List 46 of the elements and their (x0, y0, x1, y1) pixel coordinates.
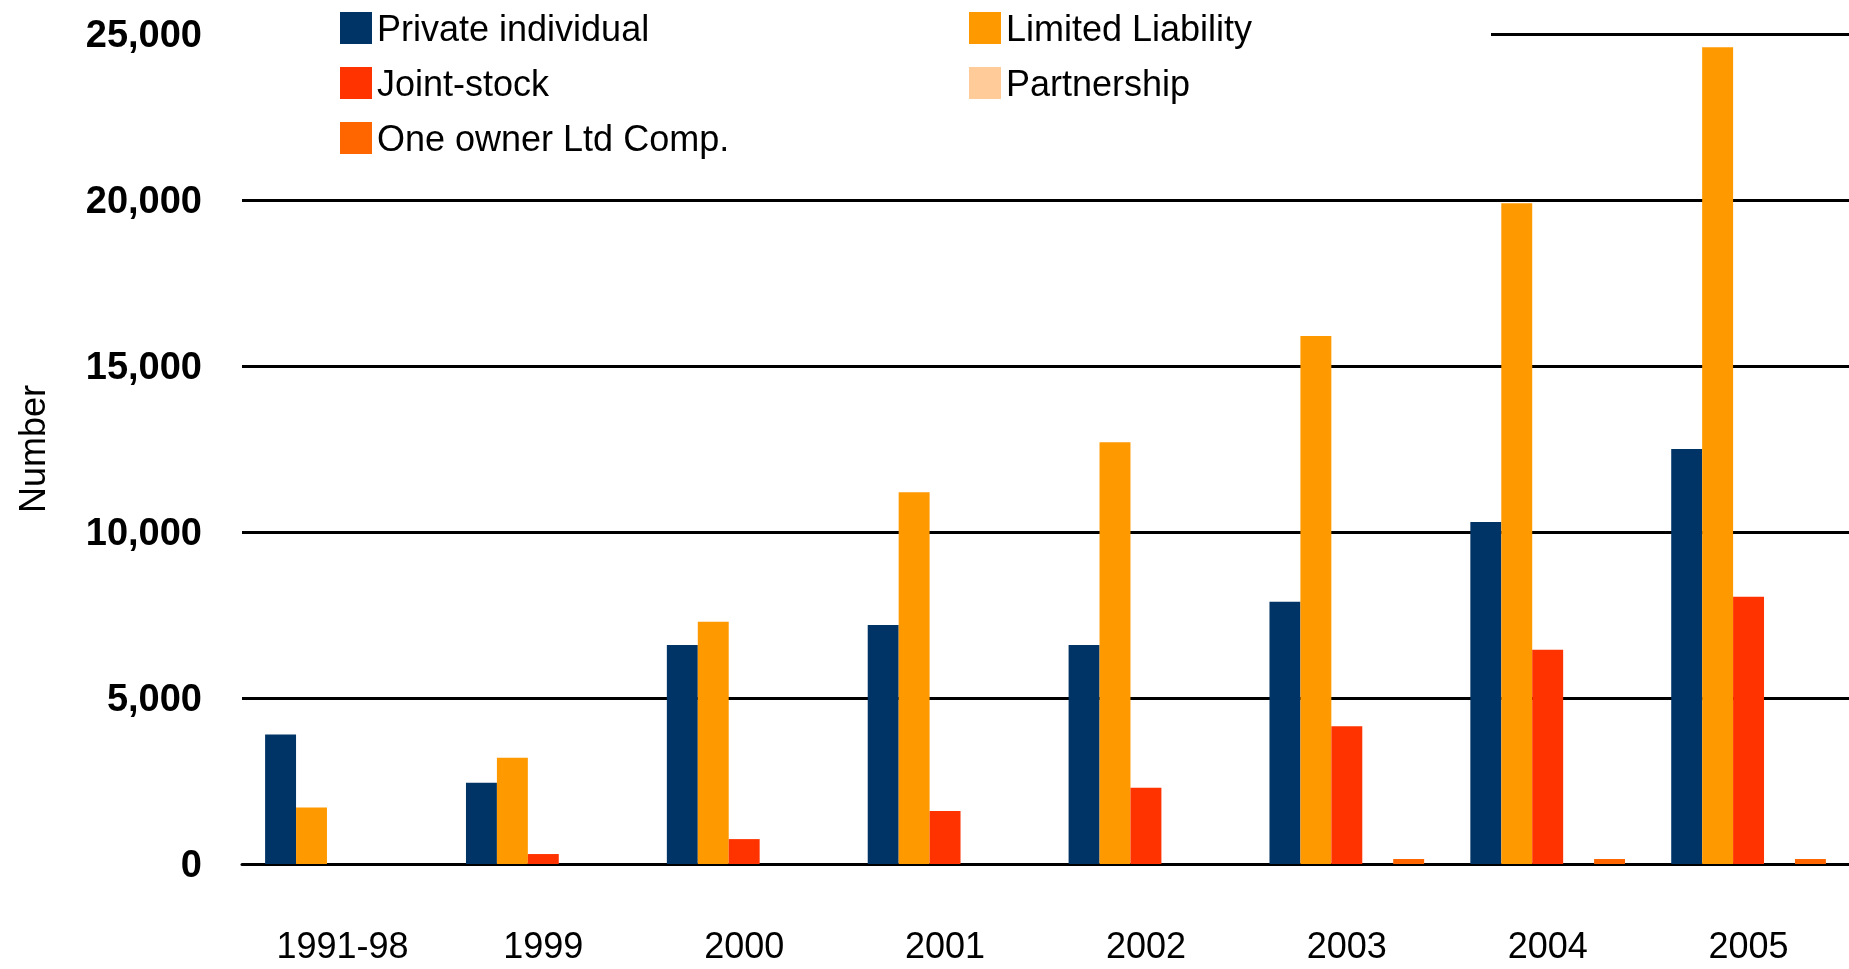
bar (1393, 859, 1425, 864)
bar (867, 624, 899, 864)
bar (465, 782, 497, 864)
bar (1130, 787, 1162, 864)
bar (1269, 601, 1301, 864)
bar (728, 839, 760, 864)
bar (496, 757, 528, 864)
bar (666, 644, 698, 864)
y-tick-label: 5,000 (106, 677, 202, 719)
bar (697, 621, 729, 864)
x-tick-label: 2003 (1306, 924, 1387, 966)
bar (265, 734, 297, 864)
y-tick-label: 25,000 (85, 13, 202, 55)
x-tick-label: 1991-98 (276, 924, 409, 966)
x-tick-label: 1999 (503, 924, 584, 966)
x-tick-label: 2004 (1507, 924, 1588, 966)
x-tick-label: 2001 (905, 924, 986, 966)
x-tick-label: 2002 (1105, 924, 1186, 966)
y-tick-label: 15,000 (85, 345, 202, 387)
bar (1594, 859, 1626, 864)
bar (1671, 449, 1703, 864)
y-axis-title: Number (11, 384, 53, 514)
x-tick-label: 2005 (1708, 924, 1789, 966)
legend-label: Partnership (1006, 62, 1191, 104)
bar (296, 807, 327, 864)
bar (1532, 649, 1564, 864)
legend-label: Limited Liability (1006, 7, 1253, 49)
legend-label: One owner Ltd Comp. (377, 117, 730, 159)
y-tick-label: 0 (180, 843, 202, 885)
bar (527, 854, 559, 864)
x-tick-label: 2000 (704, 924, 785, 966)
bar (1099, 442, 1131, 864)
legend-label: Joint-stock (377, 62, 551, 104)
y-tick-label: 10,000 (85, 511, 202, 553)
bar (1331, 726, 1363, 864)
legend-label: Private individual (377, 7, 650, 49)
bar (1794, 859, 1826, 864)
bar (929, 810, 961, 864)
bar (1470, 522, 1502, 864)
bar (1702, 47, 1734, 864)
bar (1068, 644, 1100, 864)
bar (1300, 336, 1332, 864)
bar (1733, 596, 1765, 864)
y-tick-label: 20,000 (85, 179, 202, 221)
bar (1501, 203, 1533, 864)
bar (898, 492, 930, 864)
